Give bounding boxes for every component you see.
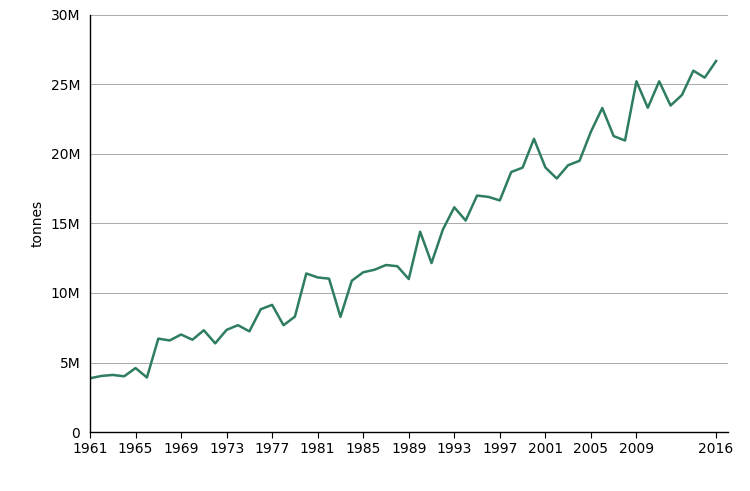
Y-axis label: tonnes: tonnes — [31, 200, 45, 247]
